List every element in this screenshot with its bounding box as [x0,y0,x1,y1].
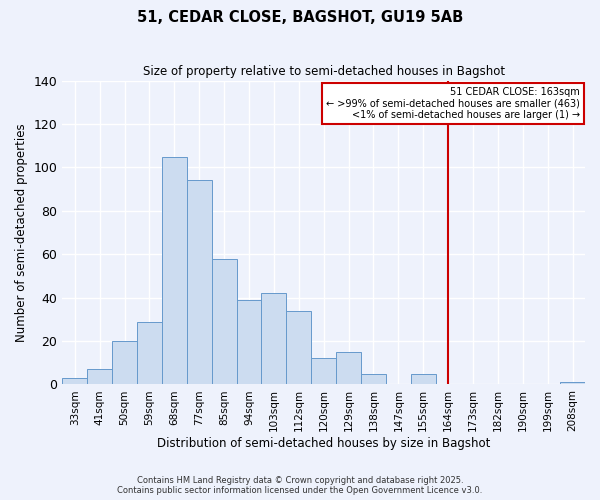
Bar [361,374,386,384]
Bar [162,156,187,384]
X-axis label: Distribution of semi-detached houses by size in Bagshot: Distribution of semi-detached houses by … [157,437,490,450]
Bar [62,378,87,384]
Text: Contains HM Land Registry data © Crown copyright and database right 2025.
Contai: Contains HM Land Registry data © Crown c… [118,476,482,495]
Bar [286,310,311,384]
Y-axis label: Number of semi-detached properties: Number of semi-detached properties [15,123,28,342]
Bar [262,294,286,384]
Bar [336,352,361,384]
Bar [137,322,162,384]
Bar [212,258,236,384]
Title: Size of property relative to semi-detached houses in Bagshot: Size of property relative to semi-detach… [143,65,505,78]
Bar [87,370,112,384]
Bar [112,341,137,384]
Text: 51 CEDAR CLOSE: 163sqm
← >99% of semi-detached houses are smaller (463)
<1% of s: 51 CEDAR CLOSE: 163sqm ← >99% of semi-de… [326,86,580,120]
Bar [560,382,585,384]
Text: 51, CEDAR CLOSE, BAGSHOT, GU19 5AB: 51, CEDAR CLOSE, BAGSHOT, GU19 5AB [137,10,463,25]
Bar [187,180,212,384]
Bar [311,358,336,384]
Bar [236,300,262,384]
Bar [411,374,436,384]
